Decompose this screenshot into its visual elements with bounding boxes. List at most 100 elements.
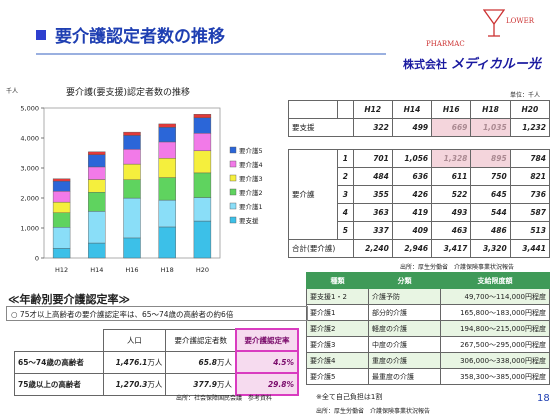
age-rate-table: 人口 要介護認定者数 要介護認定率 65～74歳の高齢者 1,476.1万人 6… — [14, 328, 299, 396]
year-header: H16 — [431, 100, 472, 119]
table-cell: 要介護3 — [306, 336, 369, 353]
bar-segment — [88, 242, 106, 259]
y-tick-label: 0 — [35, 255, 39, 263]
bar-segment — [123, 163, 141, 180]
column-header: 人口 — [102, 328, 167, 352]
table-cell: 544 — [470, 203, 511, 222]
bar-segment — [158, 199, 176, 228]
table-header-row: H12 H14 H16 H18 H20 — [288, 100, 551, 119]
bar-segment — [88, 166, 106, 180]
table-cell: 669 — [431, 118, 472, 137]
x-tick-label: H18 — [161, 266, 174, 274]
bar-segment — [52, 227, 71, 249]
table-cell: 821 — [509, 167, 551, 186]
x-tick-label: H12 — [55, 266, 68, 274]
bar-segment — [193, 114, 212, 119]
table-cell: 1,270.3万人 — [102, 372, 167, 396]
column-header: 要介護認定率 — [235, 328, 299, 352]
table-corner-cell — [337, 100, 354, 119]
bar-segment — [52, 180, 71, 192]
legend-label: 要介護3 — [239, 174, 263, 183]
bar-segment — [52, 178, 71, 182]
bar-segment — [88, 211, 106, 244]
table-cell: 3,320 — [470, 239, 511, 258]
source-note: 出所：社会保障国民会議 参考資料 — [176, 395, 273, 402]
population-unit: 万人 — [147, 357, 163, 367]
table-cell: 486 — [470, 221, 511, 240]
bar-segment — [123, 237, 141, 259]
bar-segment — [193, 197, 212, 222]
column-header: 要介護認定者数 — [165, 328, 237, 352]
table-cell: 322 — [352, 118, 393, 137]
table-corner-cell — [14, 329, 104, 352]
bar-segment — [193, 133, 212, 152]
table-cell: 493 — [431, 203, 472, 222]
table-cell: 267,500～295,000円程度 — [440, 336, 550, 353]
table-cell: 645 — [470, 185, 511, 204]
stacked-bar-chart: 0 1,000 2,000 3,000 4,000 5,000 H12 H14 H16 H18 H2… — [20, 105, 263, 275]
rate-cell: 4.5% — [235, 350, 299, 374]
y-tick-label: 1,000 — [20, 225, 39, 233]
table-row: 要支援1・2 介護予防 49,700～114,000円程度 — [306, 288, 550, 305]
table-row: 要介護2 軽度の介護 194,800～215,000円程度 — [306, 320, 550, 337]
table-cell: 3,417 — [431, 239, 472, 258]
page-title: 要介護認定者数の推移 — [55, 27, 225, 47]
table-cell: 要介護4 — [306, 352, 369, 369]
table-cell: 2,946 — [391, 239, 433, 258]
table-cell: 701 — [352, 149, 393, 168]
table-unit-label: 単位：千人 — [510, 92, 541, 99]
page-number: 18 — [537, 393, 550, 404]
table-row: 要支援 322 499 669 1,035 1,232 — [288, 118, 551, 137]
rate-cell: 29.8% — [235, 372, 299, 396]
table-cell: 1,232 — [509, 118, 551, 137]
table-cell: 750 — [470, 167, 511, 186]
legend-label: 要介護5 — [239, 146, 263, 155]
row-group-label: 要介護 — [288, 149, 338, 240]
bar-segment — [52, 248, 71, 259]
title-underline — [36, 53, 386, 55]
logo-text-lower: LOWER — [506, 17, 534, 25]
column-header: 分類 — [368, 272, 441, 289]
company-prefix: 株式会社 — [403, 58, 447, 71]
bar-segment — [123, 149, 141, 165]
table-cell: 895 — [470, 149, 511, 168]
legend-swatch — [229, 160, 237, 168]
table-cell: 513 — [509, 221, 551, 240]
logo-text-pharmac: PHARMAC — [426, 40, 465, 48]
table-header-row: 人口 要介護認定者数 要介護認定率 — [14, 328, 299, 352]
year-header: H20 — [509, 100, 551, 119]
table-cell: 2,240 — [352, 239, 393, 258]
table-cell: 419 — [391, 203, 433, 222]
table-cell: 軽度の介護 — [368, 320, 441, 337]
table-cell: 337 — [352, 221, 393, 240]
certified-unit: 万人 — [217, 379, 233, 389]
table-row: 要介護3 中度の介護 267,500～295,000円程度 — [306, 336, 550, 353]
bar-segment — [88, 192, 106, 212]
certification-table: H12 H14 H16 H18 H20 要支援 322 499 669 1,03… — [288, 100, 551, 258]
y-tick-label: 5,000 — [20, 105, 39, 113]
row-label: 65～74歳の高齢者 — [14, 350, 104, 374]
certified-value: 377.9 — [193, 379, 218, 389]
table-cell: 426 — [391, 185, 433, 204]
population-value: 1,476.1 — [115, 357, 148, 367]
y-tick-label: 4,000 — [20, 135, 39, 143]
table-cell: 部分的介護 — [368, 304, 441, 321]
column-header: 支給限度額 — [440, 272, 550, 289]
table-cell: 377.9万人 — [165, 372, 237, 396]
legend-swatch — [229, 216, 237, 224]
table-cell: 重度の介護 — [368, 352, 441, 369]
population-unit: 万人 — [147, 379, 163, 389]
bar-segment — [52, 201, 71, 213]
bar-segment — [52, 212, 71, 228]
table-cell: 1,056 — [391, 149, 433, 168]
table-spacer — [288, 136, 550, 150]
table-cell: 3,441 — [509, 239, 551, 258]
bar-segment — [123, 179, 141, 199]
table-cell: 358,300～385,000円程度 — [440, 368, 550, 385]
table-cell: 介護予防 — [368, 288, 441, 305]
population-value: 1,270.3 — [115, 379, 148, 389]
year-header: H12 — [352, 100, 393, 119]
y-tick-label: 2,000 — [20, 195, 39, 203]
table-cell: 1,035 — [470, 118, 511, 137]
bar-segment — [158, 141, 176, 159]
